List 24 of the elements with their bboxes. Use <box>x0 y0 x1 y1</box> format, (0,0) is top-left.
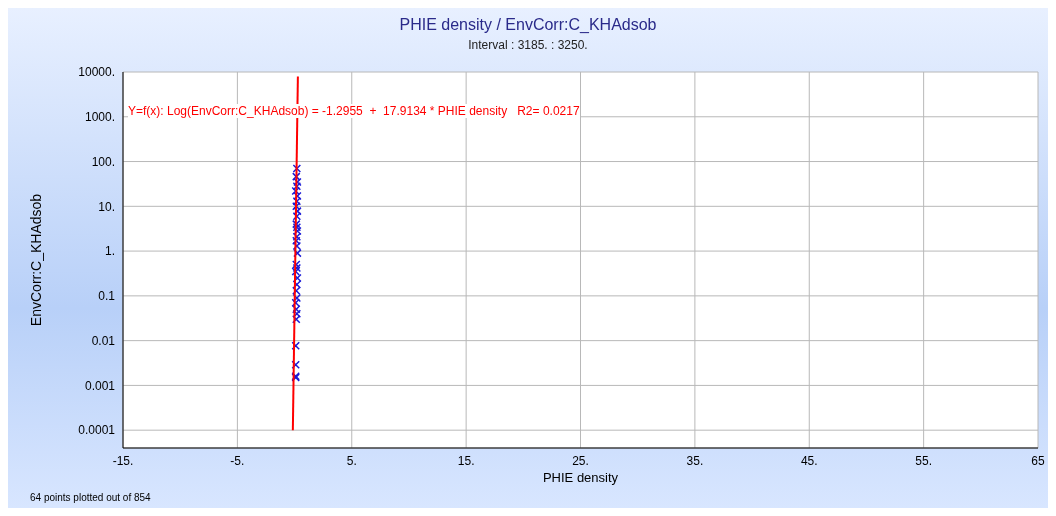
y-tick-label: 100. <box>91 154 115 169</box>
x-tick-label: 35. <box>686 453 704 468</box>
x-axis-title: PHIE density <box>542 470 619 485</box>
x-tick-label: 25. <box>572 453 589 468</box>
chart-subtitle: Interval : 3185. : 3250. <box>467 38 589 52</box>
x-tick-label: 15. <box>457 453 475 468</box>
y-tick-label: 0.001 <box>84 378 116 393</box>
x-tick-label: 65 <box>1031 453 1045 468</box>
y-tick-label: 10000. <box>78 65 115 80</box>
x-tick-label: 45. <box>800 453 818 468</box>
x-tick-label: -15. <box>112 453 134 468</box>
x-tick-label: 5. <box>346 453 357 468</box>
y-axis-title: EnvCorr:C_KHAdsob <box>27 193 44 327</box>
x-tick-label: -5. <box>230 453 245 468</box>
annotation: Y=f(x): Log(EnvCorr:C_KHAdsob) = -1.2955 + 17.9134 * PHIE density R2= 0.0217 <box>128 104 580 118</box>
y-tick-label: 1000. <box>84 110 115 125</box>
y-tick-label: 0.1 <box>98 289 116 304</box>
y-tick-label: 0.0001 <box>78 423 116 438</box>
y-tick-label: 0.01 <box>91 333 116 348</box>
y-tick-label: 1. <box>104 244 115 259</box>
chart-title: PHIE density / EnvCorr:C_KHAdsob <box>398 16 658 34</box>
text: 64 points plotted out of 854 <box>30 492 151 503</box>
y-tick-label: 10. <box>98 199 115 214</box>
x-tick-label: 55. <box>915 453 932 468</box>
